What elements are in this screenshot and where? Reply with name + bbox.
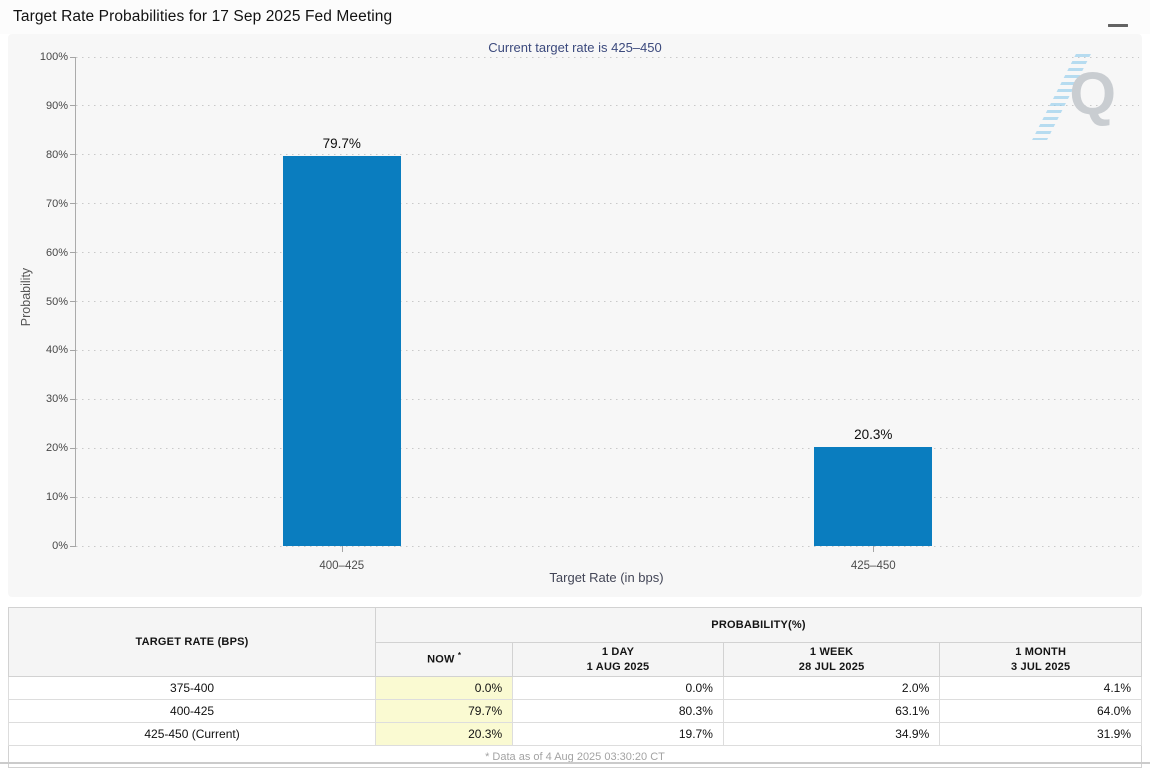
table-footer-row: * Data as of 4 Aug 2025 03:30:20 CT [8, 745, 1142, 768]
y-tick-label: 10% [45, 491, 68, 504]
cell-1month: 31.9% [939, 722, 1142, 746]
gridline [76, 496, 1139, 498]
bar-400–425 [282, 156, 401, 546]
gridline [76, 301, 1139, 302]
y-tick-label: 0% [52, 540, 68, 552]
col-header-1month: 1 MONTH 3 JUL 2025 [939, 642, 1142, 677]
cell-1day: 19.7% [512, 722, 724, 746]
y-tick-label: 90% [45, 99, 68, 112]
page-title: Target Rate Probabilities for 17 Sep 202… [13, 8, 393, 25]
y-tick-label: 80% [45, 148, 68, 161]
bar-425–450 [814, 446, 933, 546]
gridline [76, 398, 1139, 400]
cell-now: 79.7% [375, 699, 514, 723]
day-label: 1 DAY [601, 645, 635, 658]
y-tick-mark [70, 301, 76, 302]
bar-value-label: 20.3% [854, 426, 893, 442]
chart-panel: Current target rate is 425–450 Probabili… [8, 34, 1142, 597]
cell-1week: 2.0% [722, 676, 941, 700]
col-header-target-rate: TARGET RATE (BPS) [7, 607, 377, 677]
week-date: 28 JUL 2025 [798, 660, 865, 673]
y-tick-mark [70, 545, 76, 547]
hamburger-bar [1108, 23, 1128, 27]
y-tick-mark [70, 105, 76, 107]
hamburger-menu-icon[interactable] [1108, 12, 1130, 29]
x-category-label: 400–425 [319, 560, 365, 572]
gridline [76, 203, 1139, 205]
cell-1month: 64.0% [939, 699, 1142, 723]
page-bottom-border [0, 762, 1150, 764]
y-tick-mark [70, 154, 76, 156]
table-row: 375-400 0.0% 0.0% 2.0% 4.1% [7, 676, 1142, 700]
y-tick-label: 30% [45, 393, 68, 406]
gridline [76, 349, 1139, 351]
x-category-label: 425–450 [850, 560, 896, 572]
cell-1week: 63.1% [722, 699, 941, 723]
cell-now: 20.3% [375, 722, 514, 746]
col-header-now: NOW * [375, 642, 514, 677]
now-label: NOW [427, 653, 455, 666]
y-tick-mark [70, 56, 76, 58]
y-tick-label: 20% [45, 442, 68, 455]
y-tick-mark [70, 349, 76, 351]
cell-1week: 34.9% [722, 722, 941, 746]
y-tick-label: 60% [45, 246, 68, 259]
probability-table: TARGET RATE (BPS) PROBABILITY(%) NOW * 1… [7, 607, 1142, 768]
gridline [76, 105, 1139, 107]
header-bar: Target Rate Probabilities for 17 Sep 202… [0, 0, 1150, 34]
month-label: 1 MONTH [1015, 645, 1067, 658]
y-tick-label: 40% [45, 344, 68, 357]
col-header-probability: PROBABILITY(%) [375, 607, 1142, 643]
gridline [76, 252, 1139, 254]
bar-value-label: 79.7% [322, 136, 361, 152]
cell-1month: 4.1% [939, 676, 1142, 700]
cell-rate: 400-425 [7, 699, 377, 723]
quikstrike-q-icon: Q [1069, 60, 1116, 127]
x-tick-mark [873, 546, 875, 552]
gridline [76, 447, 1139, 449]
cell-1day: 0.0% [512, 676, 724, 700]
data-asof-footnote: * Data as of 4 Aug 2025 03:30:20 CT [8, 745, 1142, 768]
quikstrike-watermark: Q [1032, 54, 1118, 142]
x-axis-title: Target Rate (in bps) [549, 570, 664, 585]
col-header-1day: 1 DAY 1 AUG 2025 [512, 642, 724, 677]
plot-area: 0% 10% 20% 30% 40% 50% 60% 70% 80% 90% 100% 79.7% 40… [40, 51, 1139, 572]
gridline [76, 154, 1139, 156]
chart-subtitle: Current target rate is 425–450 [488, 40, 662, 55]
cell-1day: 80.3% [512, 699, 724, 723]
y-tick-label: 70% [45, 197, 68, 210]
cell-rate: 375-400 [7, 676, 377, 700]
now-asterisk: * [457, 651, 462, 661]
y-tick-mark [70, 203, 76, 205]
y-tick-label: 50% [45, 295, 68, 308]
y-tick-mark [70, 447, 76, 449]
y-tick-mark [70, 252, 76, 254]
x-tick-mark [341, 546, 343, 552]
y-tick-label: 100% [39, 51, 68, 63]
cell-rate: 425-450 (Current) [7, 722, 377, 746]
gridline [76, 545, 1139, 547]
gridline [76, 56, 1139, 58]
month-date: 3 JUL 2025 [1010, 660, 1071, 673]
y-tick-mark [70, 398, 76, 400]
day-date: 1 AUG 2025 [586, 660, 650, 673]
table-row: 425-450 (Current) 20.3% 19.7% 34.9% 31.9… [7, 722, 1142, 746]
col-header-1week: 1 WEEK 28 JUL 2025 [722, 642, 941, 677]
week-label: 1 WEEK [809, 645, 854, 658]
cell-now: 0.0% [375, 676, 514, 700]
table-row: 400-425 79.7% 80.3% 63.1% 64.0% [7, 699, 1142, 723]
y-tick-mark [70, 496, 76, 498]
